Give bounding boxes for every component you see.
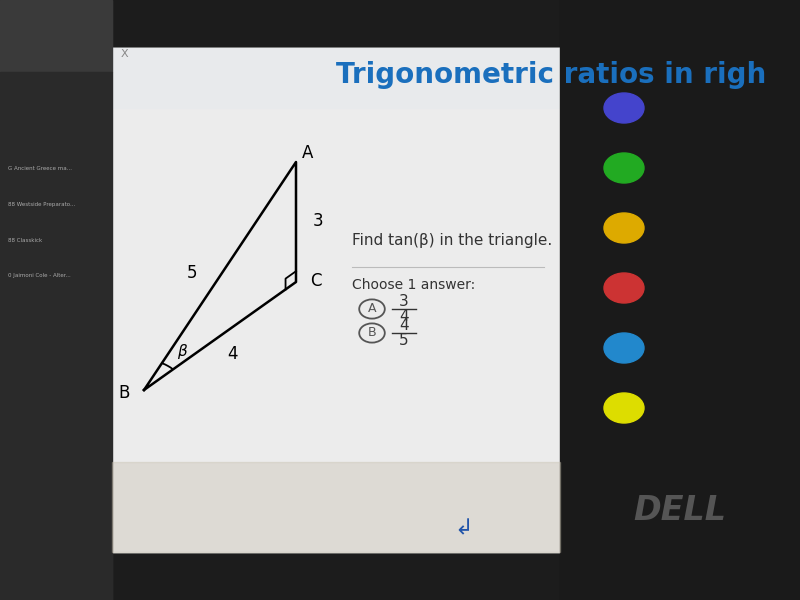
Text: 4: 4 bbox=[226, 345, 238, 363]
Text: Find tan(β) in the triangle.: Find tan(β) in the triangle. bbox=[352, 232, 552, 247]
Text: C: C bbox=[310, 272, 322, 290]
Text: 0 Jaimoni Cole - Alter...: 0 Jaimoni Cole - Alter... bbox=[8, 274, 70, 278]
Bar bbox=[0, 0, 112, 600]
Bar bbox=[560, 0, 800, 600]
Circle shape bbox=[604, 213, 644, 243]
Bar bbox=[112, 48, 560, 552]
Text: 5: 5 bbox=[186, 264, 198, 282]
Bar bbox=[0, 0, 112, 72]
Text: 5: 5 bbox=[399, 332, 409, 347]
Bar bbox=[112, 48, 560, 552]
Circle shape bbox=[604, 153, 644, 183]
Bar bbox=[0, 72, 112, 600]
Text: A: A bbox=[302, 144, 314, 162]
Text: DELL: DELL bbox=[634, 493, 726, 527]
Text: ↲: ↲ bbox=[454, 518, 474, 538]
Text: A: A bbox=[368, 302, 376, 316]
Bar bbox=[560, 0, 800, 600]
Text: 88 Westside Preparato...: 88 Westside Preparato... bbox=[8, 202, 75, 206]
Bar bbox=[112, 462, 560, 552]
Text: X: X bbox=[120, 49, 128, 59]
Circle shape bbox=[604, 273, 644, 303]
Text: Trigonometric ratios in righ: Trigonometric ratios in righ bbox=[336, 61, 766, 89]
Text: G Ancient Greece ma...: G Ancient Greece ma... bbox=[8, 166, 72, 170]
Circle shape bbox=[604, 393, 644, 423]
Bar bbox=[112, 48, 560, 108]
Text: 88 Classkick: 88 Classkick bbox=[8, 238, 42, 242]
Text: 4: 4 bbox=[399, 308, 409, 323]
Text: 3: 3 bbox=[313, 212, 324, 230]
Text: B: B bbox=[368, 326, 376, 340]
Text: B: B bbox=[118, 384, 130, 402]
Text: 4: 4 bbox=[399, 318, 409, 334]
Circle shape bbox=[604, 93, 644, 123]
Text: Choose 1 answer:: Choose 1 answer: bbox=[352, 278, 475, 292]
Text: 3: 3 bbox=[399, 294, 409, 310]
Circle shape bbox=[604, 333, 644, 363]
Text: β: β bbox=[178, 344, 187, 359]
